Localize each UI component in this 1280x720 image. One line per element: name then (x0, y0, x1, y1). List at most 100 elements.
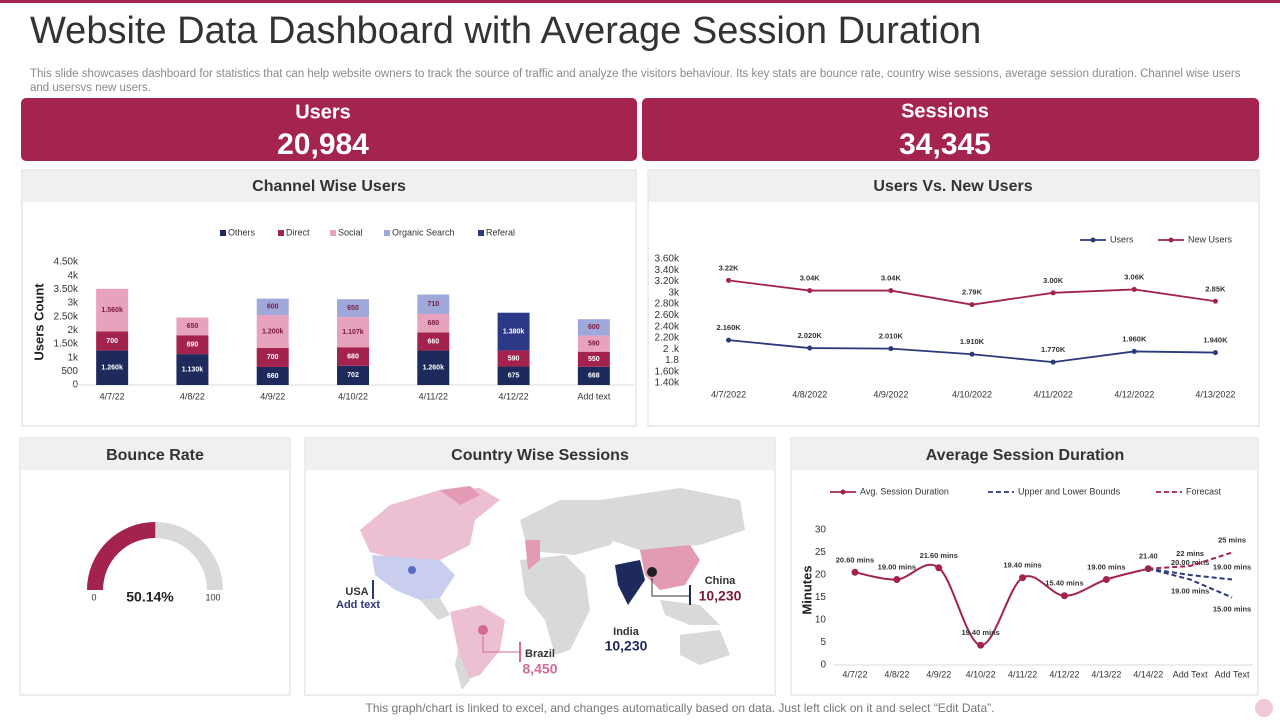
x-tick-label: 4/8/22 (884, 669, 909, 679)
data-label: 590 (588, 340, 600, 347)
y-tick-label: 2k (67, 325, 79, 336)
y-tick-label: 2.80k (655, 299, 680, 310)
legend-label: Others (228, 227, 256, 237)
data-label: 19.40 mins (1003, 561, 1041, 570)
legend-marker (1090, 237, 1096, 243)
panel-header (649, 171, 1258, 202)
map-country: China (705, 575, 736, 587)
data-label: 2.85K (1205, 284, 1226, 293)
y-tick-label: 500 (61, 366, 78, 377)
map-country: USA (345, 586, 368, 598)
bar-segment (577, 335, 610, 352)
legend-label: Forecast (1186, 486, 1222, 496)
x-tick-label: 4/10/22 (338, 391, 368, 401)
point (807, 345, 813, 351)
point (969, 351, 975, 357)
y-tick-label: 2 .k (663, 344, 680, 355)
data-label: 1.200k (262, 328, 284, 335)
panels (19, 169, 1260, 696)
point (1131, 286, 1137, 292)
data-label: 590 (508, 355, 520, 362)
series-line (1148, 567, 1233, 581)
panel-title: Channel Wise Users (252, 178, 406, 195)
point (935, 564, 943, 572)
bar-segment (577, 351, 610, 367)
data-label: 600 (267, 304, 279, 311)
x-tick-label: 4/7/2022 (711, 389, 746, 399)
spain (525, 540, 540, 570)
point (1131, 348, 1137, 354)
india (615, 560, 645, 605)
y-tick-label: 10 (815, 615, 827, 626)
data-label: 1.130k (182, 366, 204, 373)
legend-swatch (330, 230, 336, 236)
y-tick-label: 0 (820, 660, 826, 671)
data-label: 25 mins (1218, 535, 1246, 544)
point (888, 346, 894, 352)
bar-segment (176, 317, 209, 336)
legend-swatch (478, 230, 484, 236)
russia (600, 488, 745, 550)
data-label: 1.260k (101, 365, 123, 372)
kpi-value: 34,345 (899, 128, 991, 161)
panel-header (306, 439, 774, 470)
data-label: 1.960K (1122, 334, 1147, 343)
gauge-max: 100 (205, 592, 220, 602)
point (1102, 576, 1110, 583)
y-tick-label: 5 (820, 637, 826, 648)
data-label: 650 (187, 323, 199, 330)
data-label: 19.40 mins (961, 628, 999, 637)
bar-segment (256, 347, 289, 367)
panel-title: Bounce Rate (106, 447, 204, 464)
data-label: 2.79K (962, 288, 983, 297)
bar-segment (96, 288, 129, 332)
bar-segment (176, 354, 209, 385)
footer: This graph/chart is linked to excel, and… (366, 701, 995, 715)
data-label: 1.770K (1041, 345, 1066, 354)
data-label: 1.380k (503, 328, 525, 335)
decor-dot (1255, 699, 1273, 717)
data-label: 15.00 mins (1213, 604, 1251, 613)
top-border (0, 0, 1280, 3)
data-label: 690 (187, 342, 199, 349)
data-label: 2.010K (879, 332, 904, 341)
x-tick-label: 4/12/2022 (1114, 389, 1154, 399)
data-label: 660 (267, 373, 279, 380)
y-tick-label: 2.60k (655, 310, 680, 321)
bar-segment (337, 299, 369, 317)
y-tick-label: 2.50k (54, 311, 79, 322)
data-label: 20.00 mins (1171, 558, 1209, 567)
data-label: 1.260k (423, 365, 445, 372)
australia (680, 630, 730, 665)
callout (651, 578, 690, 597)
x-tick-label: 4/14/22 (1133, 669, 1163, 679)
map-value: Add text (336, 599, 380, 611)
y-tick-label: 3.40k (655, 265, 680, 276)
x-tick-label: 4/8/22 (180, 391, 205, 401)
data-label: 20.60 mins (836, 555, 874, 564)
callout (482, 636, 520, 653)
panel-header (792, 439, 1257, 470)
data-label: 19.00 mins (878, 562, 916, 571)
panel-title: Users Vs. New Users (873, 178, 1032, 195)
bar-segment (417, 294, 450, 314)
panel-header (21, 439, 289, 470)
point (893, 576, 901, 583)
data-label: 702 (347, 372, 359, 379)
bar-segment (96, 331, 129, 351)
bar-segment (256, 298, 289, 316)
y-tick-label: 3k (668, 287, 680, 298)
data-label: 15.40 mins (1045, 579, 1083, 588)
x-tick-label: Add text (577, 391, 611, 401)
y-tick-label: 1.50k (54, 339, 79, 350)
central-america (420, 598, 450, 620)
y-tick-label: 3k (67, 298, 79, 309)
x-tick-label: 4/9/22 (926, 669, 951, 679)
data-label: 680 (347, 353, 359, 360)
map-value: 10,230 (605, 638, 648, 654)
y-tick-label: 20 (815, 570, 827, 581)
data-label: 680 (427, 320, 439, 327)
y-tick-label: 1.60k (655, 366, 680, 377)
pin (408, 566, 416, 574)
